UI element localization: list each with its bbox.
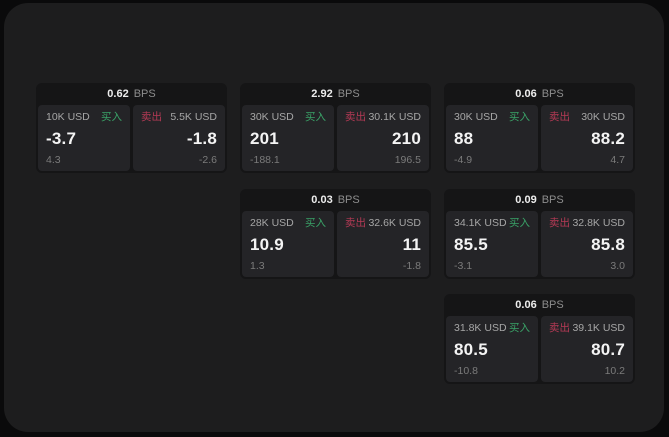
sell-price: 210: [392, 129, 421, 148]
bps-value: 2.92: [311, 88, 333, 100]
buy-price: 88: [454, 129, 474, 148]
sell-size-label: 32.8K USD: [572, 217, 625, 229]
quote-card: 0.62 BPS 10K USD 买入 -3.7 4.3 卖出 5.5K USD…: [36, 83, 227, 173]
bps-value: 0.03: [311, 194, 333, 206]
sell-sub-value: -1.8: [402, 260, 421, 272]
buy-tag: 买入: [509, 217, 530, 229]
bps-value: 0.62: [107, 88, 129, 100]
bps-header: 0.03 BPS: [242, 189, 429, 211]
sell-price: 88.2: [591, 129, 625, 148]
sell-price: -1.8: [186, 129, 217, 148]
buy-cell[interactable]: 28K USD 买入 10.9 1.3: [242, 211, 334, 277]
buy-price: 80.5: [454, 340, 488, 359]
bps-unit-label: BPS: [337, 194, 360, 206]
buy-size-label: 31.8K USD: [454, 322, 507, 334]
sell-cell[interactable]: 卖出 30.1K USD 210 196.5: [337, 105, 429, 171]
sell-sub-value: 10.2: [604, 365, 625, 377]
buy-cell[interactable]: 31.8K USD 买入 80.5 -10.8: [446, 316, 538, 382]
buy-sub-value: -3.1: [454, 260, 473, 272]
sell-tag: 卖出: [549, 322, 570, 334]
buy-price: -3.7: [46, 129, 77, 148]
buy-cell[interactable]: 30K USD 买入 88 -4.9: [446, 105, 538, 171]
bps-header: 0.06 BPS: [446, 294, 633, 316]
sell-tag: 卖出: [549, 111, 570, 123]
buy-size-label: 28K USD: [250, 217, 294, 229]
buy-cell[interactable]: 10K USD 买入 -3.7 4.3: [38, 105, 130, 171]
buy-tag: 买入: [305, 217, 326, 229]
sell-tag: 卖出: [345, 111, 366, 123]
sell-size-label: 32.6K USD: [368, 217, 421, 229]
buy-sub-value: 4.3: [46, 154, 61, 166]
bps-value: 0.06: [515, 299, 537, 311]
buy-tag: 买入: [101, 111, 122, 123]
buy-size-label: 34.1K USD: [454, 217, 507, 229]
sell-size-label: 5.5K USD: [170, 111, 217, 123]
sell-cell[interactable]: 卖出 32.6K USD 11 -1.8: [337, 211, 429, 277]
buy-price: 201: [250, 129, 279, 148]
sell-price: 85.8: [591, 235, 625, 254]
quote-board-panel: 0.62 BPS 10K USD 买入 -3.7 4.3 卖出 5.5K USD…: [4, 3, 664, 432]
sell-tag: 卖出: [345, 217, 366, 229]
quote-card: 2.92 BPS 30K USD 买入 201 -188.1 卖出 30.1K …: [240, 83, 431, 173]
buy-tag: 买入: [305, 111, 326, 123]
buy-size-label: 30K USD: [250, 111, 294, 123]
bps-unit-label: BPS: [133, 88, 156, 100]
sell-price: 80.7: [591, 340, 625, 359]
bps-header: 0.62 BPS: [38, 83, 225, 105]
buy-cell[interactable]: 34.1K USD 买入 85.5 -3.1: [446, 211, 538, 277]
buy-price: 85.5: [454, 235, 488, 254]
sell-tag: 卖出: [141, 111, 162, 123]
sell-cell[interactable]: 卖出 39.1K USD 80.7 10.2: [541, 316, 633, 382]
bps-header: 0.06 BPS: [446, 83, 633, 105]
bps-value: 0.09: [515, 194, 537, 206]
buy-size-label: 30K USD: [454, 111, 498, 123]
sell-sub-value: 196.5: [394, 154, 421, 166]
quote-card: 0.09 BPS 34.1K USD 买入 85.5 -3.1 卖出 32.8K…: [444, 189, 635, 279]
sell-cell[interactable]: 卖出 5.5K USD -1.8 -2.6: [133, 105, 225, 171]
sell-tag: 卖出: [549, 217, 570, 229]
sell-sub-value: 4.7: [610, 154, 625, 166]
buy-sub-value: -4.9: [454, 154, 473, 166]
buy-tag: 买入: [509, 322, 530, 334]
sell-size-label: 30.1K USD: [368, 111, 421, 123]
quote-card: 0.03 BPS 28K USD 买入 10.9 1.3 卖出 32.6K US…: [240, 189, 431, 279]
bps-header: 0.09 BPS: [446, 189, 633, 211]
sell-size-label: 30K USD: [581, 111, 625, 123]
bps-value: 0.06: [515, 88, 537, 100]
sell-sub-value: -2.6: [198, 154, 217, 166]
bps-unit-label: BPS: [541, 88, 564, 100]
buy-sub-value: 1.3: [250, 260, 265, 272]
quote-card: 0.06 BPS 30K USD 买入 88 -4.9 卖出 30K USD 8…: [444, 83, 635, 173]
quote-card: 0.06 BPS 31.8K USD 买入 80.5 -10.8 卖出 39.1…: [444, 294, 635, 384]
buy-cell[interactable]: 30K USD 买入 201 -188.1: [242, 105, 334, 171]
bps-unit-label: BPS: [337, 88, 360, 100]
sell-price: 11: [402, 235, 421, 254]
sell-sub-value: 3.0: [610, 260, 625, 272]
buy-sub-value: -188.1: [250, 154, 280, 166]
buy-price: 10.9: [250, 235, 284, 254]
bps-unit-label: BPS: [541, 299, 564, 311]
buy-sub-value: -10.8: [454, 365, 478, 377]
buy-size-label: 10K USD: [46, 111, 90, 123]
sell-cell[interactable]: 卖出 32.8K USD 85.8 3.0: [541, 211, 633, 277]
buy-tag: 买入: [509, 111, 530, 123]
bps-unit-label: BPS: [541, 194, 564, 206]
sell-size-label: 39.1K USD: [572, 322, 625, 334]
sell-cell[interactable]: 卖出 30K USD 88.2 4.7: [541, 105, 633, 171]
bps-header: 2.92 BPS: [242, 83, 429, 105]
